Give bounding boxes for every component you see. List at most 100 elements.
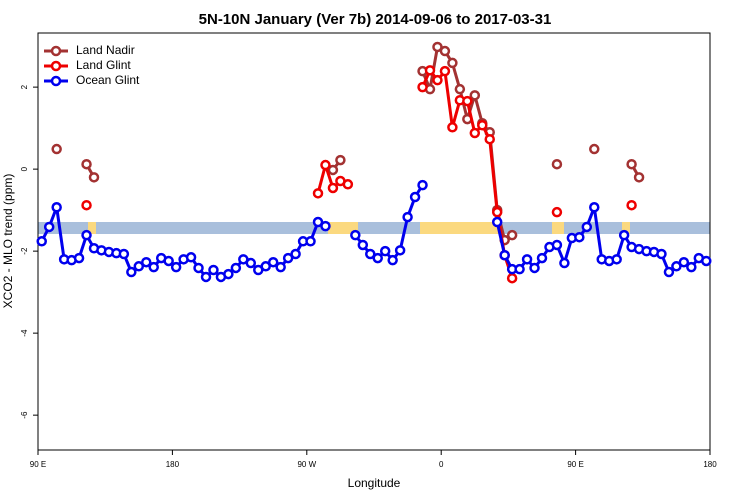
x-tick-label: 0 [439,460,444,469]
data-point [536,252,548,264]
data-point [335,154,346,166]
data-point [185,252,197,263]
data-point [589,143,600,155]
data-point [424,65,436,76]
data-point [447,122,458,133]
data-point [454,83,466,95]
land-patch [622,222,630,234]
legend-marker [50,60,62,72]
surface-band [38,222,710,234]
x-axis-label: Longitude [348,476,401,490]
y-axis-label: XCO2 - MLO trend (ppm) [1,174,15,309]
data-point [469,90,481,101]
x-tick-label: 180 [166,460,180,469]
data-point [148,261,159,273]
legend-label: Land Nadir [76,43,135,57]
data-point [439,45,451,57]
data-point [462,95,473,107]
data-point [499,249,510,261]
data-point [170,261,182,273]
data-point [327,182,339,194]
data-point [141,256,152,268]
data-point [275,261,286,273]
data-point [208,264,219,276]
data-point [342,179,354,190]
data-point [81,229,92,241]
data-point [245,257,257,269]
x-tick-label: 180 [703,460,717,469]
land-patch [88,222,96,234]
legend-marker [50,75,62,87]
land-patch [552,222,564,234]
data-point [394,245,406,256]
legend-label: Ocean Glint [76,73,140,87]
y-tick-label: -2 [20,247,29,255]
data-point [43,221,55,233]
data-point [118,248,130,260]
data-point [626,158,637,170]
data-point [163,255,174,267]
data-point [88,172,100,183]
data-point [372,252,383,264]
y-tick-label: -6 [20,411,29,419]
data-point [223,268,234,280]
data-point [379,245,391,257]
data-point [633,172,645,183]
data-point [678,256,690,268]
data-point [81,199,92,211]
data-point [73,252,85,264]
data-point [469,127,481,139]
data-point [551,206,563,218]
data-point [387,254,398,266]
data-point [365,248,376,260]
legend-label: Land Glint [76,58,131,72]
x-tick-label: 90 E [30,460,46,469]
x-tick-label: 90 E [567,460,583,469]
y-tick-label: 0 [20,166,29,171]
data-point [439,65,451,77]
data-point [305,236,316,247]
data-point [409,191,421,203]
data-point [230,262,242,274]
data-point [36,236,47,247]
chart-title: 5N-10N January (Ver 7b) 2014-09-06 to 20… [199,11,552,28]
data-point [312,188,324,199]
data-point [432,41,443,53]
data-point [521,254,533,265]
data-point [656,248,667,260]
data-point [447,57,458,69]
data-point [551,158,563,170]
data-point [290,248,301,260]
data-point [133,261,145,272]
data-point [589,202,600,213]
data-point [663,266,675,278]
data-point [200,271,212,283]
data-point [267,256,279,268]
ocean-band [38,222,710,234]
data-point [611,254,622,265]
data-point [671,261,682,272]
data-point [51,202,62,213]
data-point [81,158,92,170]
data-point [701,255,712,267]
x-tick-label: 90 W [297,460,316,469]
land-patch [328,222,358,234]
data-point [581,221,593,233]
data-point [477,120,488,131]
legend-marker [50,45,62,57]
data-point [491,216,503,228]
plot-frame [37,32,711,451]
data-point [320,220,331,232]
y-tick-label: -4 [20,329,29,337]
data-point [618,229,630,241]
data-point [350,229,361,241]
data-point [417,81,428,93]
data-point [551,239,563,251]
data-point [559,257,570,269]
data-point [432,74,443,86]
data-point [484,133,495,145]
data-point [320,159,331,171]
data-point [193,262,204,274]
data-point [417,179,428,191]
